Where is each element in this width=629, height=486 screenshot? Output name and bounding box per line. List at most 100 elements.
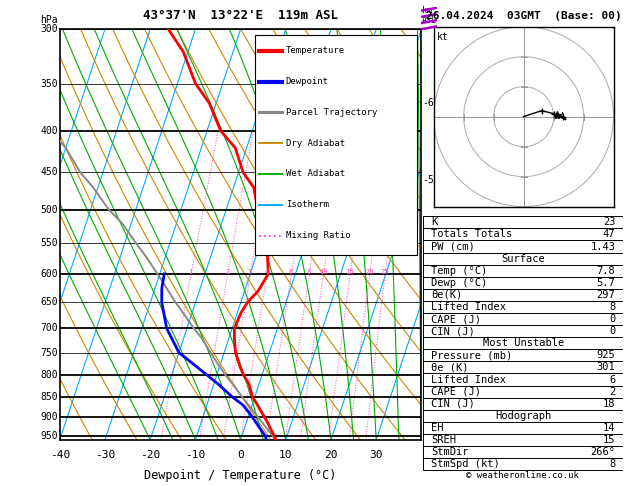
Text: Mixing Ratio: Mixing Ratio (286, 231, 350, 240)
Text: StmSpd (kt): StmSpd (kt) (431, 459, 500, 469)
Text: 266°: 266° (591, 447, 615, 457)
Text: 20: 20 (325, 450, 338, 460)
Text: 7.8: 7.8 (596, 266, 615, 276)
Text: 600: 600 (40, 269, 58, 279)
Text: 3: 3 (248, 269, 252, 275)
Text: LCL: LCL (422, 434, 438, 442)
Text: EH: EH (431, 423, 444, 433)
Bar (423, 216, 623, 228)
Text: 900: 900 (40, 412, 58, 422)
Bar (255, 35, 417, 255)
Text: Dry Adiabat: Dry Adiabat (286, 139, 345, 148)
Bar (423, 410, 623, 422)
Bar (423, 458, 623, 470)
Text: 15: 15 (603, 435, 615, 445)
Text: StmDir: StmDir (431, 447, 469, 457)
Text: 10: 10 (279, 450, 292, 460)
Text: 850: 850 (40, 392, 58, 402)
Text: 350: 350 (40, 79, 58, 88)
Text: CAPE (J): CAPE (J) (431, 387, 481, 397)
Text: 297: 297 (596, 290, 615, 300)
Text: 23: 23 (603, 217, 615, 227)
Text: 8: 8 (307, 269, 311, 275)
Text: CIN (J): CIN (J) (431, 326, 475, 336)
Text: 14: 14 (603, 423, 615, 433)
Text: 950: 950 (40, 431, 58, 441)
Text: 8: 8 (609, 302, 615, 312)
Text: 550: 550 (40, 238, 58, 248)
Text: Surface: Surface (501, 254, 545, 263)
Text: 500: 500 (40, 205, 58, 214)
Bar (423, 241, 623, 253)
Text: 925: 925 (596, 350, 615, 360)
Text: Isotherm: Isotherm (286, 200, 329, 209)
Text: -3: -3 (422, 323, 434, 333)
Bar (423, 277, 623, 289)
Text: 5.7: 5.7 (596, 278, 615, 288)
Text: 2: 2 (225, 269, 230, 275)
Bar (423, 313, 623, 325)
Text: © weatheronline.co.uk: © weatheronline.co.uk (465, 471, 579, 480)
Text: 450: 450 (40, 167, 58, 177)
Text: -1: -1 (422, 422, 434, 432)
Bar (423, 446, 623, 458)
Bar (423, 434, 623, 446)
Text: Wet Adiabat: Wet Adiabat (286, 170, 345, 178)
Text: Dewpoint: Dewpoint (286, 77, 329, 86)
Text: Dewp (°C): Dewp (°C) (431, 278, 487, 288)
Text: 25: 25 (381, 269, 389, 275)
Text: Lifted Index: Lifted Index (431, 302, 506, 312)
Text: -6: -6 (422, 98, 434, 108)
Text: 400: 400 (40, 126, 58, 136)
Bar (423, 362, 623, 373)
Text: 0: 0 (237, 450, 244, 460)
Text: 18: 18 (603, 399, 615, 409)
Text: 750: 750 (40, 347, 58, 358)
Text: 43°37'N  13°22'E  119m ASL: 43°37'N 13°22'E 119m ASL (143, 9, 338, 22)
Text: -20: -20 (140, 450, 160, 460)
Text: Totals Totals: Totals Totals (431, 229, 513, 240)
Text: 1.43: 1.43 (591, 242, 615, 251)
Text: Mixing Ratio (g/kg): Mixing Ratio (g/kg) (438, 269, 448, 364)
Text: -30: -30 (95, 450, 115, 460)
Text: PW (cm): PW (cm) (431, 242, 475, 251)
Text: kt: kt (437, 32, 449, 42)
Text: 26.04.2024  03GMT  (Base: 00): 26.04.2024 03GMT (Base: 00) (426, 11, 622, 21)
Bar (423, 349, 623, 362)
Text: 30: 30 (369, 450, 383, 460)
Text: 15: 15 (345, 269, 354, 275)
Bar (423, 301, 623, 313)
Text: 2: 2 (609, 387, 615, 397)
Text: 10: 10 (319, 269, 327, 275)
Text: 800: 800 (40, 370, 58, 381)
Text: Pressure (mb): Pressure (mb) (431, 350, 513, 360)
Text: hPa: hPa (40, 15, 58, 25)
Text: -10: -10 (186, 450, 206, 460)
Text: CAPE (J): CAPE (J) (431, 314, 481, 324)
Text: CIN (J): CIN (J) (431, 399, 475, 409)
Bar (423, 373, 623, 385)
Text: 0: 0 (609, 326, 615, 336)
Text: -5: -5 (422, 175, 434, 185)
Text: 4: 4 (264, 269, 269, 275)
Text: 650: 650 (40, 297, 58, 307)
Text: θe (K): θe (K) (431, 363, 469, 372)
Text: Parcel Trajectory: Parcel Trajectory (286, 108, 377, 117)
Text: K: K (431, 217, 438, 227)
Text: -2: -2 (422, 370, 434, 381)
Bar (423, 228, 623, 241)
Text: Dewpoint / Temperature (°C): Dewpoint / Temperature (°C) (145, 469, 337, 482)
Bar (423, 385, 623, 398)
Bar (423, 265, 623, 277)
Text: 0: 0 (609, 314, 615, 324)
Text: 6: 6 (289, 269, 293, 275)
Bar (423, 253, 623, 265)
Bar (423, 289, 623, 301)
Text: km
ASL: km ASL (422, 6, 437, 25)
Text: 47: 47 (603, 229, 615, 240)
Text: SREH: SREH (431, 435, 456, 445)
Text: Most Unstable: Most Unstable (482, 338, 564, 348)
Bar (423, 337, 623, 349)
Text: 20: 20 (365, 269, 374, 275)
Text: 300: 300 (40, 24, 58, 34)
